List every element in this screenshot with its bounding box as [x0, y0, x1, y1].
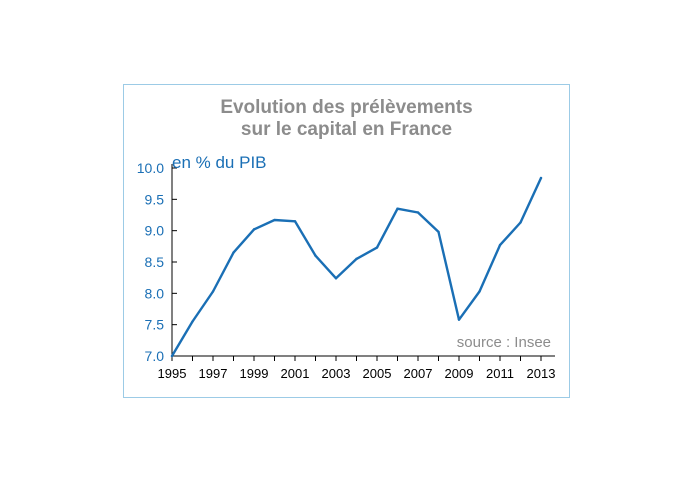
x-tick-label: 1999: [240, 366, 269, 381]
y-tick-label: 9.0: [145, 223, 165, 239]
x-tick-label: 2011: [486, 366, 514, 381]
data-point: [375, 246, 379, 249]
data-point: [334, 277, 338, 280]
data-point: [478, 290, 481, 293]
y-tick-label: 10.0: [137, 160, 164, 176]
series-group: [170, 176, 543, 358]
chart-title-line-2: sur le capital en France: [240, 119, 453, 140]
data-point: [170, 354, 174, 358]
y-tick-label: 7.0: [145, 348, 165, 364]
x-tick-label: 2003: [322, 366, 351, 381]
chart-axes: [171, 164, 555, 357]
data-point: [457, 318, 461, 321]
x-tick-label: 1997: [199, 366, 228, 381]
data-point: [314, 254, 317, 257]
data-point: [191, 320, 194, 323]
x-tick-label: 1995: [158, 366, 187, 381]
data-point: [437, 230, 440, 234]
data-point: [293, 220, 297, 223]
data-point: [252, 228, 256, 231]
source-note: source : Insee: [457, 334, 551, 351]
y-tick-label: 8.0: [145, 285, 165, 301]
data-point: [519, 221, 522, 224]
data-point: [211, 290, 215, 293]
data-point: [232, 251, 235, 254]
data-point: [396, 207, 399, 210]
x-tick-label: 2009: [445, 366, 474, 381]
data-point: [273, 218, 276, 222]
y-axis-ticks: 7.0 7.5 8.0 8.5 9.0 9.5 10.0: [137, 160, 177, 364]
y-tick-label: 9.5: [145, 191, 165, 207]
data-point: [416, 211, 420, 214]
chart-title: Evolution des prélèvements sur le capita…: [123, 97, 570, 141]
data-point: [355, 257, 358, 261]
x-tick-label: 2007: [404, 366, 433, 381]
data-point: [498, 243, 502, 247]
x-tick-label: 2001: [281, 366, 310, 381]
chart-title-line-1: Evolution des prélèvements: [220, 97, 473, 118]
series-line: [170, 176, 543, 358]
x-tick-label: 2013: [527, 366, 556, 381]
y-axis-unit-label: en % du PIB: [172, 153, 267, 172]
y-tick-label: 7.5: [145, 317, 165, 333]
y-tick-label: 8.5: [145, 254, 165, 270]
chart-frame: [123, 84, 570, 398]
x-tick-label: 2005: [363, 366, 392, 381]
x-axis-ticks: 1995 1997 1999 2001 2003 2005 2007 2009 2011 2013: [158, 356, 556, 381]
data-point: [539, 176, 543, 180]
